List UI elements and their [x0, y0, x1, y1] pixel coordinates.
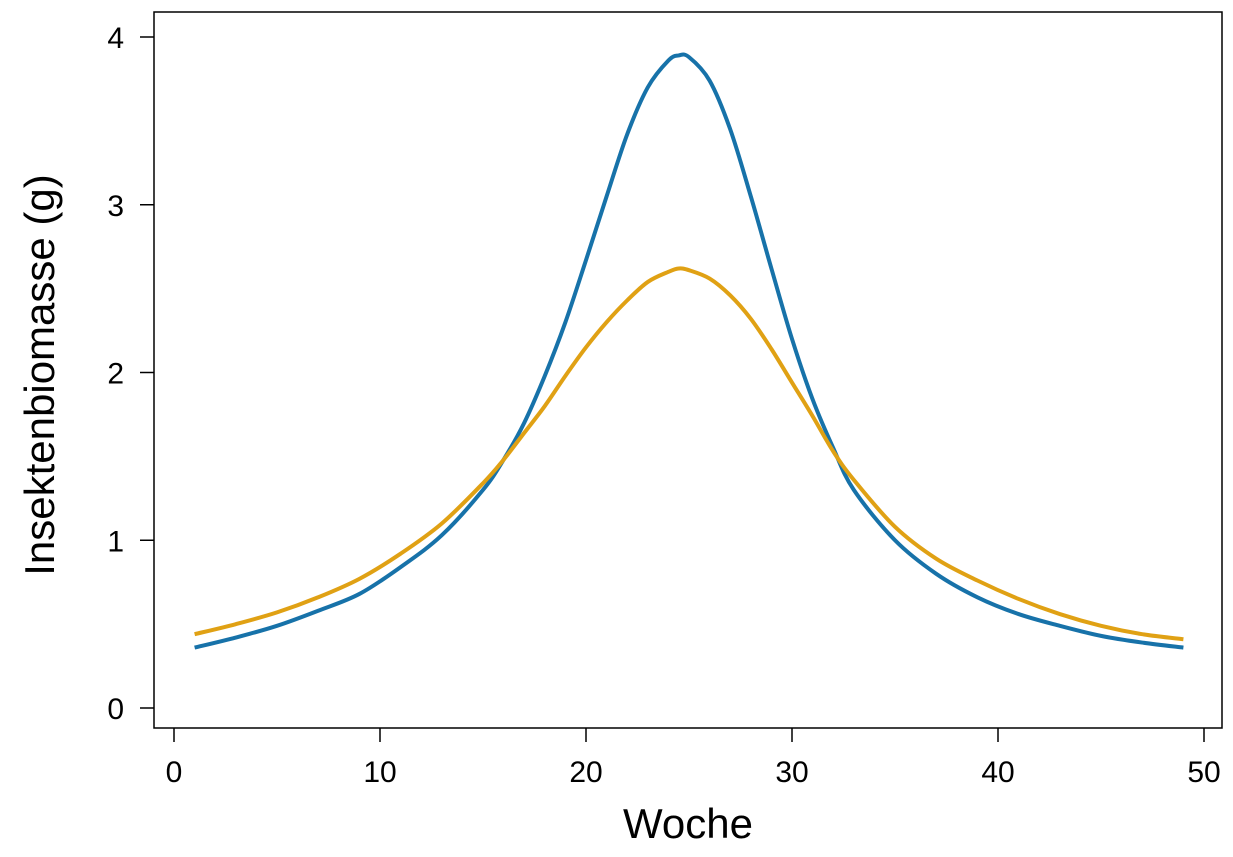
y-tick-label: 1	[107, 525, 124, 558]
x-tick-label: 10	[363, 756, 396, 789]
x-tick-label: 50	[1187, 756, 1220, 789]
y-axis-label: Insektenbiomasse (g)	[16, 174, 63, 576]
y-tick-label: 2	[107, 358, 124, 391]
series-lines	[194, 52, 1184, 650]
y-tick-label: 3	[107, 190, 124, 223]
plot-area-frame	[153, 11, 1223, 729]
x-axis: 0 10 20 30 40 50	[166, 728, 1221, 789]
x-tick-label: 40	[981, 756, 1014, 789]
x-axis-label: Woche	[623, 800, 753, 847]
y-axis: 0 1 2 3 4	[107, 22, 154, 726]
x-tick-label: 0	[166, 756, 183, 789]
x-tick-label: 30	[775, 756, 808, 789]
y-tick-label: 4	[107, 22, 124, 55]
series-line-1	[194, 52, 1184, 650]
series-line-2	[194, 266, 1184, 642]
y-tick-label: 0	[107, 693, 124, 726]
x-tick-label: 20	[569, 756, 602, 789]
